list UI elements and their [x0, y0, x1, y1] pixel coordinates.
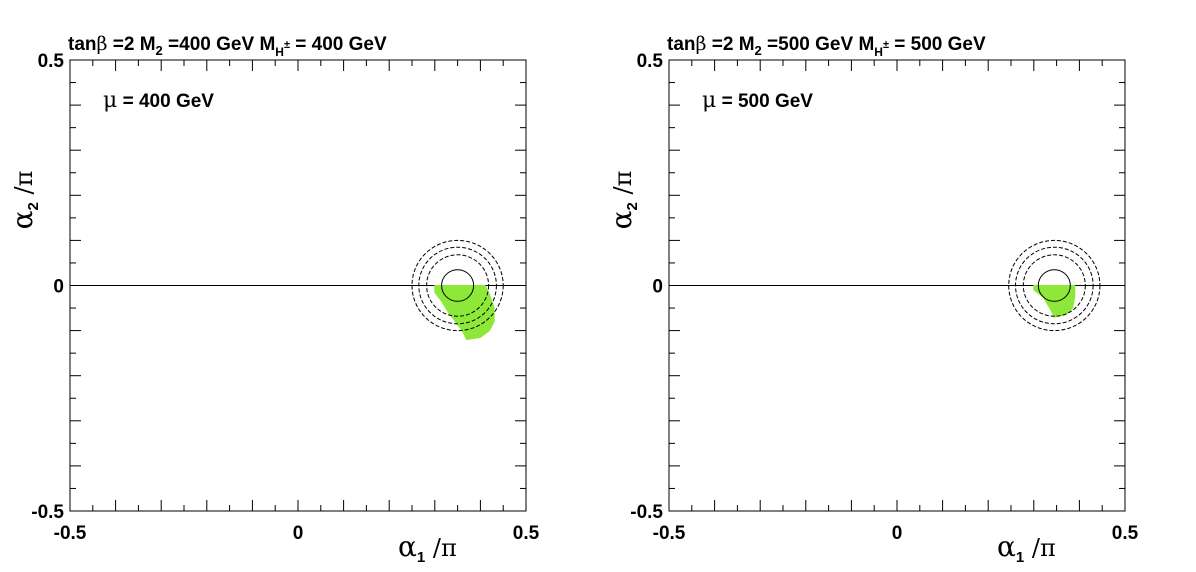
chart-panel-2: -0.5 0 0.5 0.5 0 -0.5 tanβ =2 M2 =500 GeV MH± … [605, 33, 1139, 566]
contour-ring-3 [418, 246, 497, 325]
mu-annotation: μ = 400 GeV [103, 88, 214, 113]
mu-annotation: μ = 500 GeV [702, 88, 813, 113]
contour-ring-3 [1015, 246, 1094, 325]
y-tick-label: -0.5 [31, 502, 64, 523]
contour-ring-1 [1037, 269, 1071, 302]
y-axis-label: α2 /π [6, 171, 42, 230]
contour-ring-4 [411, 239, 504, 332]
x-tick-label: -0.5 [653, 523, 686, 544]
x-tick-label: 0 [892, 523, 903, 544]
x-tick-label: 0.5 [513, 523, 540, 544]
y-tick-label: 0 [53, 277, 64, 298]
axis-ticks [69, 59, 527, 512]
chart-title: tanβ =2 M2 =500 GeV MH± = 500 GeV [667, 33, 986, 59]
y-tick-label: 0.5 [38, 51, 65, 72]
chart-title: tanβ =2 M2 =400 GeV MH± = 400 GeV [68, 33, 387, 59]
x-axis-label: α1 /π [997, 530, 1056, 566]
x-tick-label: 0 [293, 523, 304, 544]
y-axis-label: α2 /π [605, 171, 641, 230]
contour-ring-2 [1022, 254, 1086, 317]
y-tick-label: 0.5 [637, 51, 664, 72]
x-tick-label: 0.5 [1112, 523, 1139, 544]
axis-ticks [668, 59, 1126, 512]
y-tick-label: -0.5 [630, 502, 663, 523]
x-tick-label: -0.5 [54, 523, 87, 544]
contour-ring-4 [1008, 239, 1101, 332]
x-axis-label: α1 /π [398, 530, 457, 566]
y-tick-label: 0 [652, 277, 663, 298]
contour-ring-1 [441, 269, 475, 302]
chart-panel-1: -0.5 0 0.5 0.5 0 -0.5 tanβ =2 M2 =400 GeV MH± … [6, 33, 540, 566]
contour-ring-2 [426, 254, 490, 317]
